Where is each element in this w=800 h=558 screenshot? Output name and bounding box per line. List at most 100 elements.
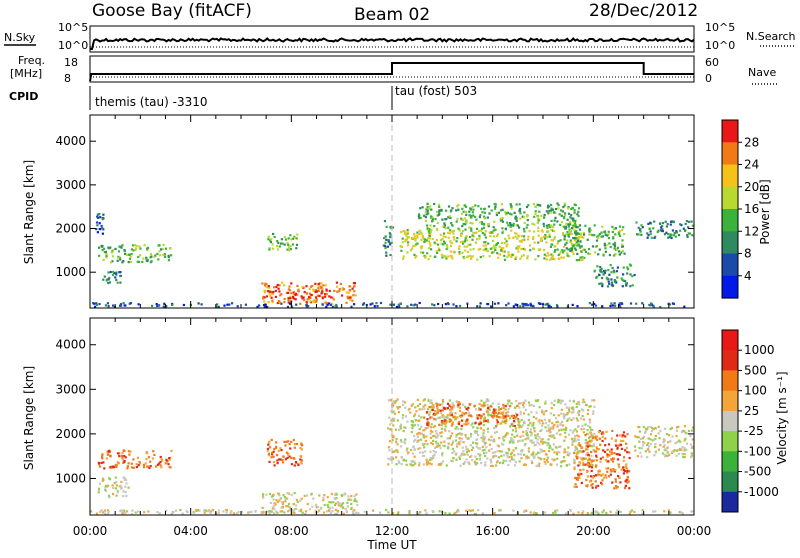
velocity-cell-4 bbox=[530, 432, 533, 435]
velocity-cell-4 bbox=[484, 461, 487, 464]
velocity-cell-4 bbox=[469, 435, 472, 438]
velocity-cell-6 bbox=[589, 475, 593, 478]
velocity-cell-4 bbox=[568, 406, 571, 409]
velocity-cell-4 bbox=[536, 434, 539, 437]
power-cell-9 bbox=[576, 244, 579, 247]
power-cell-3 bbox=[348, 285, 351, 288]
velocity-cell-4 bbox=[395, 456, 398, 459]
velocity-cell-5 bbox=[458, 420, 461, 423]
velocity-cell-6 bbox=[585, 470, 589, 473]
velocity-cell-6 bbox=[603, 450, 607, 453]
power-cell-8 bbox=[483, 223, 486, 226]
power-cell-12 bbox=[618, 302, 621, 305]
velocity-cell-5 bbox=[505, 418, 508, 421]
velocity-cell-2 bbox=[355, 500, 358, 503]
velocity-cell-7 bbox=[642, 425, 645, 428]
power-cell-8 bbox=[457, 208, 460, 211]
velocity-cell-4 bbox=[398, 405, 401, 408]
power-cell-3 bbox=[271, 300, 274, 303]
power-cell-1 bbox=[109, 271, 112, 274]
power-cell-8 bbox=[513, 211, 516, 214]
velocity-cell-4 bbox=[404, 401, 407, 404]
velocity-cell-8 bbox=[633, 510, 636, 514]
velocity-cell-6 bbox=[610, 437, 613, 440]
velocity-marks bbox=[90, 398, 695, 516]
velocity-cell-4 bbox=[497, 445, 500, 448]
velocity-cell-0 bbox=[149, 460, 152, 463]
power-cell-9 bbox=[575, 233, 578, 236]
velocity-cell-4 bbox=[431, 443, 435, 446]
power-cell-3 bbox=[316, 294, 319, 297]
velocity-cell-4 bbox=[514, 417, 517, 420]
velocity-cell-6 bbox=[610, 448, 613, 451]
power-cell-0 bbox=[153, 255, 156, 258]
velocity-cell-7 bbox=[638, 430, 641, 433]
power-cell-9 bbox=[618, 225, 622, 228]
velocity-cell-4 bbox=[476, 416, 479, 419]
power-cell-7 bbox=[505, 245, 508, 248]
velocity-cell-4 bbox=[477, 452, 480, 456]
velocity-cell-2 bbox=[295, 507, 298, 510]
velocity-cell-4 bbox=[422, 405, 425, 408]
power-cell-11 bbox=[639, 228, 642, 231]
power-cell-12 bbox=[505, 304, 508, 307]
velocity-cell-4 bbox=[520, 418, 523, 422]
velocity-cell-4 bbox=[496, 444, 499, 447]
power-cell-8 bbox=[523, 221, 526, 225]
velocity-cell-4 bbox=[462, 414, 465, 417]
power-cell-7 bbox=[543, 237, 546, 240]
power-cell-10 bbox=[599, 266, 602, 269]
velocity-cell-5 bbox=[424, 404, 427, 407]
power-cell-9 bbox=[593, 234, 596, 237]
velocity-cell-2 bbox=[341, 494, 344, 497]
power-cell-7 bbox=[510, 229, 513, 232]
power-cell-8 bbox=[428, 228, 431, 231]
velocity-cell-4 bbox=[591, 435, 594, 438]
velocity-cell-1 bbox=[108, 477, 111, 480]
velocity-cell-4 bbox=[588, 418, 591, 421]
velocity-cell-6 bbox=[622, 459, 625, 462]
velocity-cell-4 bbox=[521, 439, 524, 442]
power-cell-8 bbox=[554, 211, 557, 214]
power-cell-10 bbox=[626, 268, 630, 271]
power-cell-8 bbox=[472, 214, 475, 217]
velocity-cell-7 bbox=[640, 447, 644, 450]
power-cell-12 bbox=[291, 305, 294, 308]
velocity-cell-4 bbox=[496, 430, 499, 433]
power-cell-12 bbox=[379, 301, 383, 305]
power-cell-11 bbox=[682, 227, 685, 230]
velocity-cell-4 bbox=[578, 403, 581, 406]
power-cell-0 bbox=[109, 261, 112, 264]
velocity-cell-6 bbox=[612, 468, 615, 471]
velocity-cell-5 bbox=[465, 423, 468, 426]
power-cell-2 bbox=[96, 224, 99, 227]
power-cell-12 bbox=[539, 302, 542, 305]
power-cell-7 bbox=[413, 244, 416, 247]
velocity-cell-4 bbox=[562, 428, 565, 431]
velocity-cell-6 bbox=[580, 481, 583, 484]
velocity-cell-5 bbox=[451, 421, 454, 424]
velocity-cell-8 bbox=[186, 511, 189, 514]
velocity-cell-4 bbox=[538, 462, 541, 465]
power-cell-4 bbox=[310, 293, 313, 297]
velocity-cell-5 bbox=[428, 405, 431, 409]
power-cell-0 bbox=[168, 247, 171, 250]
noise-series bbox=[90, 37, 695, 50]
velocity-cell-4 bbox=[438, 444, 441, 447]
power-cell-2 bbox=[98, 213, 101, 216]
power-cell-8 bbox=[538, 210, 541, 213]
power-cell-8 bbox=[447, 226, 450, 229]
velocity-cell-7 bbox=[637, 436, 640, 439]
velocity-cell-4 bbox=[473, 460, 477, 463]
power-cell-7 bbox=[429, 229, 432, 232]
power-cell-7 bbox=[424, 256, 427, 259]
power-cell-2 bbox=[97, 216, 100, 219]
power-cell-7 bbox=[436, 251, 439, 254]
power-cell-10 bbox=[631, 284, 634, 287]
velocity-cell-4 bbox=[461, 411, 464, 414]
power-cell-10 bbox=[607, 269, 610, 272]
power-cell-6 bbox=[385, 254, 388, 257]
velocity-cell-0 bbox=[102, 461, 105, 464]
velocity-cell-6 bbox=[591, 459, 594, 462]
power-cell-10 bbox=[610, 278, 613, 281]
